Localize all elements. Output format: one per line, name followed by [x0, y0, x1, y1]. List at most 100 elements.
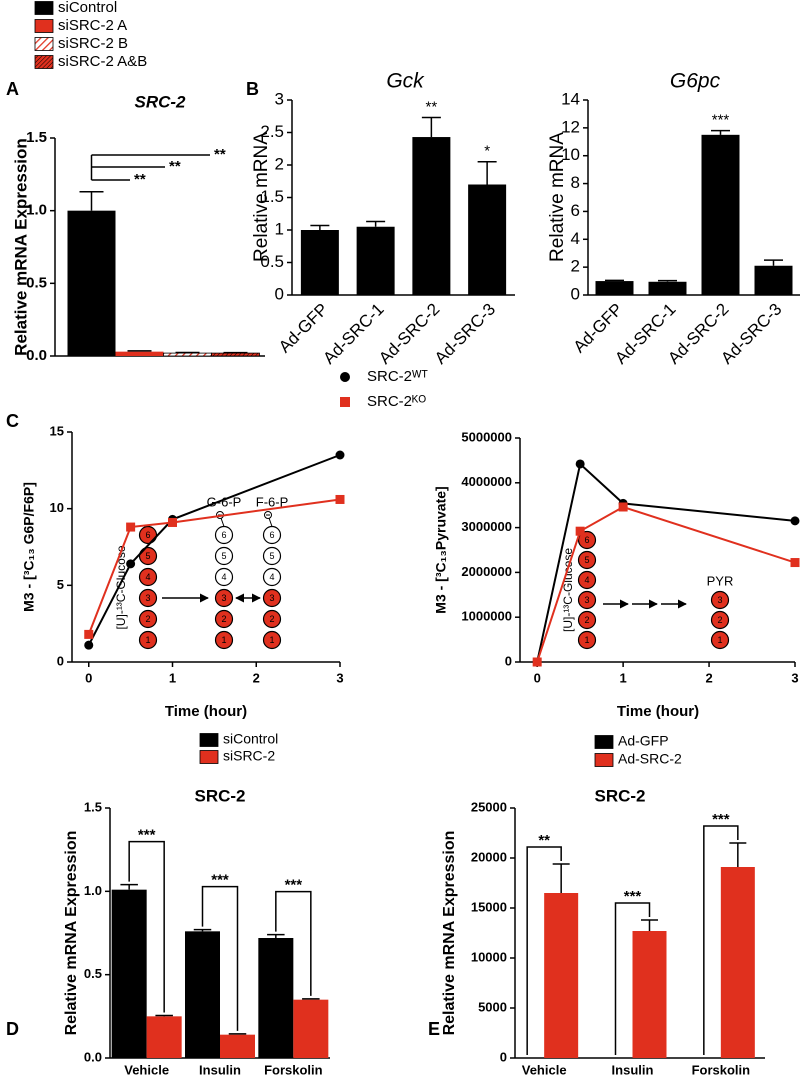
bar: [258, 938, 294, 1058]
carbon-number: 6: [269, 530, 274, 540]
carbon-atom: [262, 630, 282, 650]
carbon-number: 2: [584, 615, 589, 625]
carbon-number: 6: [145, 530, 150, 540]
point: [84, 629, 94, 639]
legend-label: SRC-2ᴷᴼ: [367, 393, 426, 410]
error-bar: [175, 351, 200, 354]
carbon-number: 5: [145, 551, 150, 561]
y-tick-label: 8: [571, 173, 580, 192]
point: [618, 502, 628, 512]
carbon-atom: [138, 567, 158, 587]
carbon-atom: [262, 609, 282, 629]
y-tick-label: 0.0: [26, 347, 47, 364]
carbon-atom: [262, 588, 282, 608]
legend-label: siSRC-2: [223, 748, 275, 764]
error-bar: [79, 191, 104, 211]
carbon-number: 3: [145, 593, 150, 603]
panel-label: A: [6, 79, 19, 99]
significance: **: [426, 99, 438, 116]
bracket: [128, 840, 165, 1013]
x-tick-label: 0: [534, 670, 541, 685]
legend-label: siSRC-2 A&B: [58, 53, 147, 70]
carbon-number: 3: [221, 593, 226, 603]
legend-label: siControl: [58, 0, 117, 16]
y-tick-label: 1.5: [26, 129, 47, 146]
y-tick-label: 10: [50, 500, 64, 515]
significance: **: [538, 832, 550, 849]
error-bar: [127, 350, 152, 352]
error-bar: [711, 129, 730, 135]
y-tick-label: 1000000: [461, 609, 512, 624]
error-bar: [764, 259, 783, 266]
significance: ***: [712, 112, 730, 129]
point: [84, 640, 94, 650]
carbon-number: 1: [221, 635, 226, 645]
bar: [163, 352, 212, 357]
x-tick-label: Ad-SRC-3: [431, 300, 499, 368]
legend-marker: [340, 397, 350, 407]
x-tick-label: 1: [169, 670, 176, 685]
legend-swatch: [594, 753, 614, 767]
significance: *: [484, 143, 490, 160]
error-bar: [658, 279, 677, 282]
x-tick-label: 0: [85, 670, 92, 685]
point: [575, 459, 585, 469]
carbon-atom: [577, 570, 597, 590]
x-tick-label: 2: [253, 670, 260, 685]
chart-title: SRC-2: [134, 92, 186, 111]
significance: **: [214, 146, 226, 163]
carbon-number: 4: [269, 572, 274, 582]
carbon-number: 4: [221, 572, 226, 582]
carbon-atom: [214, 546, 234, 566]
y-tick-label: 15: [50, 423, 64, 438]
y-tick-label: 0: [571, 284, 580, 303]
error-bar: [729, 842, 747, 867]
y-tick-label: 0: [57, 653, 64, 668]
y-tick-label: 5: [57, 577, 64, 592]
x-tick-label: Forskolin: [264, 1062, 323, 1077]
bracket: [614, 902, 651, 1055]
y-tick-label: 2: [571, 257, 580, 276]
y-tick-label: 1.0: [84, 883, 102, 898]
bracket: [703, 825, 739, 1055]
error-bar: [641, 919, 658, 931]
y-tick-label: 0: [275, 284, 284, 303]
error-bar: [605, 279, 624, 282]
bar: [720, 867, 755, 1058]
bar: [293, 999, 329, 1058]
carbon-number: 3: [717, 595, 722, 605]
carbon-atom: [577, 530, 597, 550]
carbon-number: 1: [145, 635, 150, 645]
carbon-number: 1: [717, 635, 722, 645]
error-bar: [267, 933, 285, 938]
product-label: G-6-P: [207, 494, 242, 509]
y-tick-label: 5000000: [461, 429, 512, 444]
bar: [412, 137, 451, 295]
series-line: [536, 462, 796, 663]
error-bar: [477, 161, 497, 185]
point: [126, 559, 136, 569]
carbon-number: 3: [584, 595, 589, 605]
y-tick-label: 15000: [471, 899, 507, 914]
y-tick-label: 1: [275, 219, 284, 238]
error-bar: [228, 1033, 247, 1035]
legend-swatch: [199, 733, 219, 747]
y-tick-label: 2000000: [461, 564, 512, 579]
y-tick-label: 5000: [478, 999, 507, 1014]
y-axis-label: M3 - [³C₁₃ G6P/F6P]: [21, 482, 37, 612]
legend-swatch: [594, 735, 614, 749]
bracket: [201, 885, 239, 1031]
panel-label: E: [428, 1019, 440, 1039]
y-tick-label: 4: [571, 229, 580, 248]
error-bar: [310, 224, 330, 230]
y-tick-label: 2.5: [260, 122, 284, 141]
legend-label: SRC-2ᵂᵀ: [367, 368, 428, 385]
carbon-number: 3: [269, 593, 274, 603]
legend-swatch: [34, 1, 54, 15]
carbon-number: 2: [269, 614, 274, 624]
carbon-number: 6: [221, 530, 226, 540]
y-tick-label: 14: [561, 89, 580, 108]
chart-title: G6pc: [670, 70, 721, 93]
chart-title: SRC-2: [194, 786, 245, 805]
carbon-atom: [262, 567, 282, 587]
